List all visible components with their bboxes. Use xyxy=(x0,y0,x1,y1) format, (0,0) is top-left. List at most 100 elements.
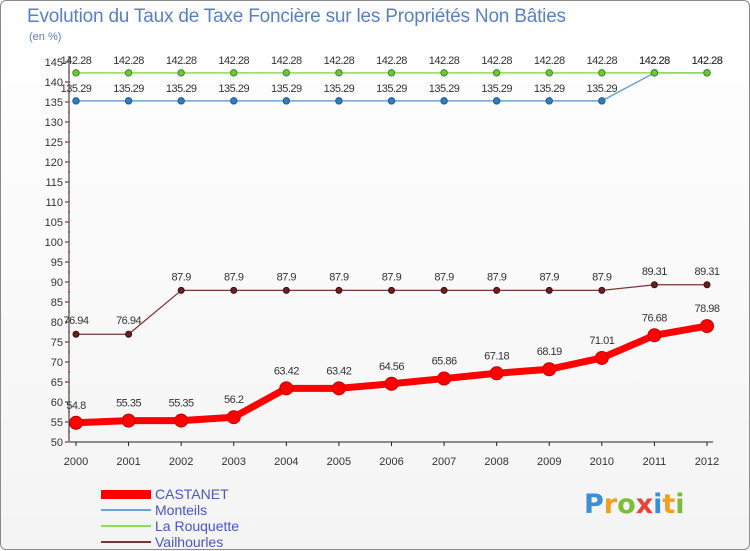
data-point-castanet xyxy=(331,381,346,396)
legend-swatch-monteils xyxy=(101,509,151,511)
data-label-castanet: 63.42 xyxy=(326,365,351,377)
legend-swatch-la-rouquette xyxy=(101,525,151,527)
data-point-la-rouquette xyxy=(545,69,553,77)
data-label-la-rouquette: 142.28 xyxy=(271,55,302,67)
data-point-vailhourles xyxy=(230,286,238,294)
y-tick-label: 80 xyxy=(51,317,63,329)
y-tick-label: 95 xyxy=(51,257,63,269)
data-point-castanet xyxy=(226,410,241,425)
data-point-monteils xyxy=(335,97,343,105)
data-point-monteils xyxy=(387,97,396,105)
data-point-vailhourles xyxy=(388,286,395,294)
data-label-la-rouquette: 142.28 xyxy=(113,55,144,67)
legend-label: La Rouquette xyxy=(155,518,240,534)
y-tick-label: 85 xyxy=(51,297,63,309)
data-label-vailhourles: 87.9 xyxy=(487,271,507,283)
data-label-la-rouquette: 142.28 xyxy=(376,55,407,67)
data-label-la-rouquette: 142.28 xyxy=(429,55,460,67)
legend-swatch-castanet xyxy=(101,490,151,499)
y-tick-label: 60 xyxy=(51,397,63,409)
data-point-castanet xyxy=(121,413,136,428)
data-label-castanet: 68.19 xyxy=(537,346,562,358)
legend-label: Vailhourles xyxy=(155,534,224,550)
data-label-vailhourles: 87.9 xyxy=(382,271,402,283)
x-tick-label: 2007 xyxy=(432,456,456,468)
data-label-castanet: 65.86 xyxy=(432,356,457,368)
x-tick-label: 2011 xyxy=(643,456,667,468)
y-tick-label: 115 xyxy=(45,177,63,189)
data-label-monteils: 135.29 xyxy=(376,83,407,95)
y-tick-label: 130 xyxy=(45,117,63,129)
data-point-castanet xyxy=(647,328,662,343)
proxiti-logo: Proxiti xyxy=(584,489,685,520)
legend-label: CASTANET xyxy=(155,486,229,502)
data-point-vailhourles xyxy=(598,286,606,294)
data-label-vailhourles: 76.94 xyxy=(63,315,88,327)
data-point-la-rouquette xyxy=(387,69,396,77)
data-point-castanet xyxy=(594,350,609,365)
logo-letter: o xyxy=(617,489,636,520)
y-tick-label: 75 xyxy=(51,337,63,349)
data-label-la-rouquette: 142.28 xyxy=(218,55,249,67)
data-point-castanet xyxy=(437,371,452,386)
y-tick-label: 70 xyxy=(51,357,63,369)
unit-label: (en %) xyxy=(29,31,62,43)
x-tick-label: 2001 xyxy=(116,456,140,468)
data-point-vailhourles xyxy=(125,330,133,338)
y-tick-label: 125 xyxy=(45,137,63,149)
data-label-vailhourles: 87.9 xyxy=(434,271,454,283)
data-label-castanet: 54.8 xyxy=(66,400,86,412)
data-point-monteils xyxy=(598,97,606,105)
data-label-vailhourles: 87.9 xyxy=(224,271,244,283)
data-label-vailhourles: 87.9 xyxy=(171,271,191,283)
data-label-monteils: 142.28 xyxy=(692,55,723,67)
data-label-la-rouquette: 142.28 xyxy=(324,55,355,67)
data-point-monteils xyxy=(124,97,133,105)
data-point-vailhourles xyxy=(545,286,553,294)
x-tick-label: 2012 xyxy=(695,456,719,468)
y-tick-label: 120 xyxy=(45,157,63,169)
data-point-castanet xyxy=(489,366,504,381)
data-label-monteils: 135.29 xyxy=(166,83,197,95)
data-label-vailhourles: 89.31 xyxy=(642,266,667,278)
data-point-castanet xyxy=(279,381,294,396)
legend-label: Monteils xyxy=(155,502,208,518)
data-point-la-rouquette xyxy=(72,69,80,77)
logo-letter: i xyxy=(675,489,685,520)
logo-letter: t xyxy=(662,489,676,520)
x-tick-label: 2003 xyxy=(222,456,246,468)
data-point-monteils xyxy=(230,97,238,105)
data-label-castanet: 76.68 xyxy=(642,312,667,324)
data-point-vailhourles xyxy=(650,281,658,289)
x-tick-label: 2008 xyxy=(484,456,508,468)
logo-letter: x xyxy=(635,489,654,520)
data-label-castanet: 63.42 xyxy=(274,365,299,377)
data-point-vailhourles xyxy=(335,286,343,294)
y-tick-label: 50 xyxy=(51,437,63,449)
data-point-castanet xyxy=(69,415,83,430)
x-tick-label: 2000 xyxy=(64,456,88,468)
data-label-monteils: 135.29 xyxy=(61,83,92,95)
y-tick-label: 90 xyxy=(51,277,63,289)
data-point-monteils xyxy=(72,97,80,105)
data-label-monteils: 135.29 xyxy=(218,83,249,95)
data-label-castanet: 56.2 xyxy=(224,394,244,406)
data-label-monteils: 135.29 xyxy=(324,83,355,95)
data-label-monteils: 135.29 xyxy=(271,83,302,95)
data-label-vailhourles: 87.9 xyxy=(277,271,297,283)
data-label-castanet: 55.35 xyxy=(116,398,141,410)
data-point-vailhourles xyxy=(72,330,80,338)
data-label-monteils: 135.29 xyxy=(587,83,618,95)
data-label-monteils: 135.29 xyxy=(534,83,565,95)
data-label-vailhourles: 87.9 xyxy=(592,271,612,283)
data-point-vailhourles xyxy=(703,281,711,289)
data-label-la-rouquette: 142.28 xyxy=(481,55,512,67)
data-label-la-rouquette: 142.28 xyxy=(61,55,92,67)
data-point-monteils xyxy=(440,97,448,105)
legend-swatch-vailhourles xyxy=(101,541,151,543)
data-point-vailhourles xyxy=(177,286,185,294)
data-point-la-rouquette xyxy=(703,69,711,77)
data-label-la-rouquette: 142.28 xyxy=(166,55,197,67)
data-label-la-rouquette: 142.28 xyxy=(587,55,618,67)
